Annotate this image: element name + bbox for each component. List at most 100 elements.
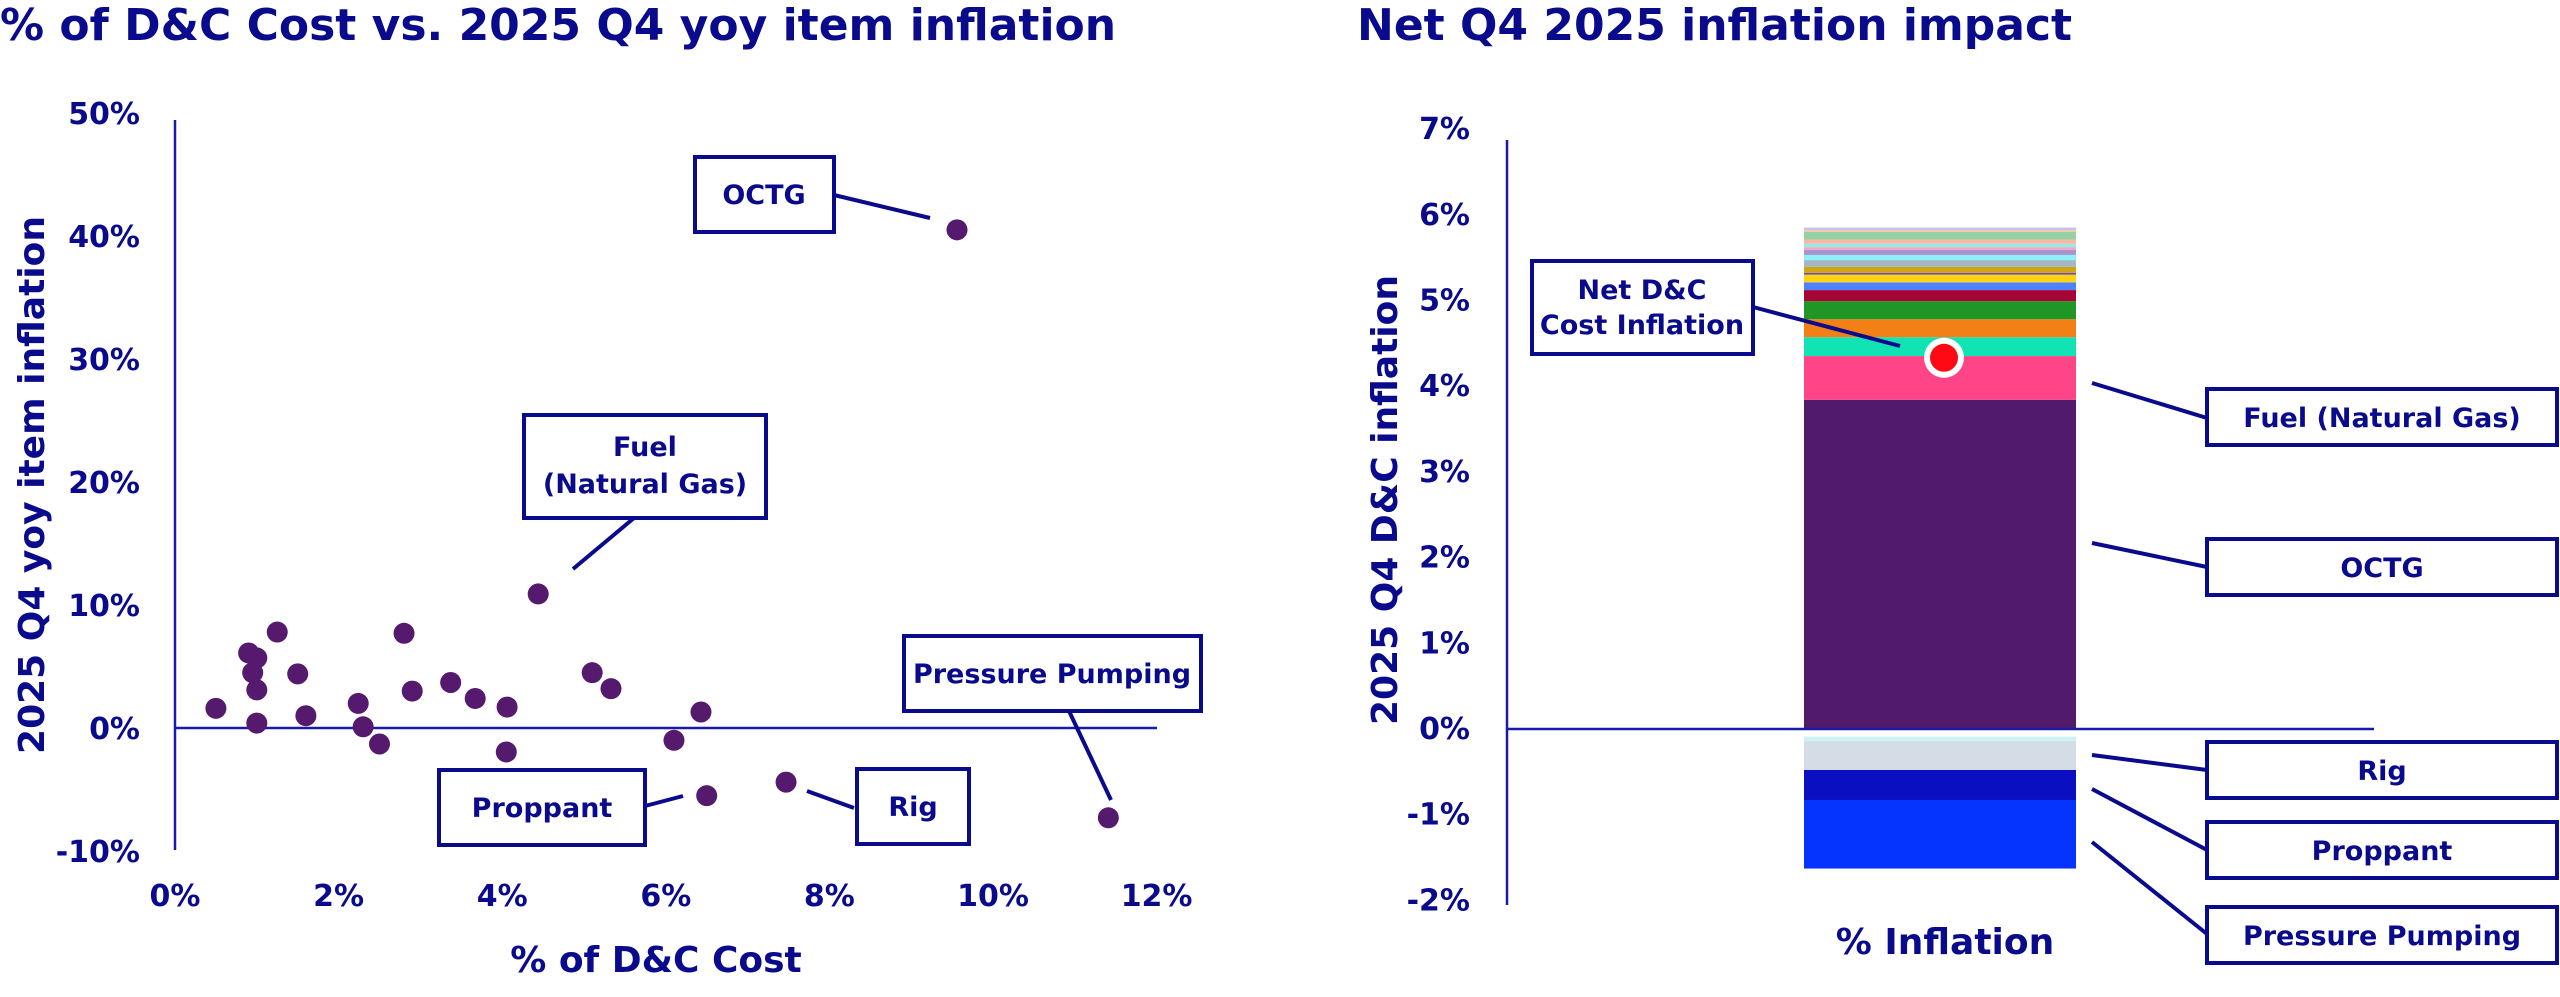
scatter-point: [1097, 807, 1119, 829]
scatter-y-label: 2025 Q4 yoy item inflation: [12, 216, 53, 754]
bar-segment: [1804, 769, 2076, 800]
pressure-pumping-leader-line: [1067, 710, 1113, 801]
bar-segment: [1804, 301, 2076, 320]
rig-bar-annotation: Rig: [2205, 740, 2559, 800]
bar-segments: [1804, 227, 2076, 869]
scatter-point: [696, 785, 718, 807]
bar-segment: [1804, 319, 2076, 338]
scatter-point: [369, 733, 390, 755]
bar-segment: [1804, 740, 2076, 770]
bar-y-tick: -2%: [1407, 883, 1470, 918]
net-annotation: Net D&C Cost Inflation: [1530, 259, 1755, 356]
octg-annotation-text: OCTG: [722, 180, 805, 211]
pressure-pumping-annotation-text: Pressure Pumping: [913, 659, 1191, 690]
fuel-bar-leader-line: [2091, 381, 2208, 420]
net-annotation-line1: Net D&C: [1578, 275, 1707, 306]
bar-segment: [1804, 249, 2076, 255]
scatter-x-tick: 0%: [150, 879, 201, 914]
scatter-point: [347, 692, 369, 714]
proppant-annotation: Proppant: [437, 768, 647, 847]
scatter-point: [663, 729, 685, 751]
bar-y-tick: -1%: [1407, 798, 1470, 833]
pressure-pumping-annotation: Pressure Pumping: [902, 634, 1203, 713]
scatter-y-tick: -10%: [56, 835, 140, 870]
bar-segment: [1804, 254, 2076, 261]
pressure-pumping-bar-annotation-text: Pressure Pumping: [2243, 921, 2521, 952]
rig-bar-leader-line: [2091, 753, 2208, 772]
fuel-bar-annotation: Fuel (Natural Gas): [2205, 387, 2559, 447]
fuel-annotation-line2: (Natural Gas): [543, 469, 747, 500]
scatter-point: [266, 621, 288, 643]
fuel-annotation: Fuel (Natural Gas): [522, 413, 768, 520]
scatter-y-tick: 30%: [68, 343, 140, 378]
scatter-point: [246, 679, 268, 701]
fuel-bar-annotation-text: Fuel (Natural Gas): [2243, 403, 2521, 434]
scatter-point: [246, 712, 268, 734]
scatter-point: [393, 622, 415, 644]
scatter-point: [401, 680, 423, 702]
rig-bar-annotation-text: Rig: [2357, 756, 2406, 787]
net-annotation-line2: Cost Inflation: [1540, 310, 1744, 341]
rig-annotation-text: Rig: [888, 792, 937, 823]
scatter-y-ticks: -10% 0% 10% 20% 30% 40% 50%: [56, 97, 140, 870]
bar-y-tick: 6%: [1419, 198, 1470, 233]
bar-y-tick: 1%: [1419, 626, 1470, 661]
bar-segment: [1804, 230, 2076, 232]
scatter-point: [495, 741, 517, 763]
bar-segment: [1804, 282, 2076, 291]
bar-y-tick: 5%: [1419, 284, 1470, 319]
proppant-bar-leader-line: [2091, 787, 2208, 852]
scatter-x-tick: 10%: [957, 879, 1029, 914]
proppant-bar-annotation-text: Proppant: [2312, 836, 2453, 867]
bar-segment: [1804, 290, 2076, 302]
octg-bar-annotation-text: OCTG: [2340, 553, 2423, 584]
scatter-point: [775, 771, 797, 793]
bar-segment: [1804, 399, 2076, 728]
scatter-y-tick: 50%: [68, 97, 140, 132]
scatter-point: [295, 705, 317, 727]
scatter-point: [242, 662, 264, 684]
octg-leader-line: [833, 193, 931, 220]
scatter-point: [600, 678, 622, 700]
bar-segment: [1804, 736, 2076, 741]
scatter-point: [690, 701, 712, 723]
bar-segment: [1804, 231, 2076, 240]
pressure-pumping-bar-leader-line: [2090, 840, 2209, 936]
bar-y-label: 2025 Q4 D&C inflation: [1365, 275, 1406, 725]
bar-segment: [1804, 260, 2076, 267]
scatter-y-tick: 0%: [89, 712, 140, 747]
scatter-y-tick: 10%: [68, 589, 140, 624]
net-marker: [1924, 337, 1964, 378]
bar-segment: [1804, 799, 2076, 869]
scatter-point: [287, 663, 309, 685]
proppant-annotation-text: Proppant: [472, 793, 613, 824]
fuel-leader-line: [571, 516, 636, 571]
scatter-point: [496, 696, 518, 718]
octg-annotation: OCTG: [693, 155, 836, 234]
proppant-bar-annotation: Proppant: [2205, 820, 2559, 880]
bar-segment: [1804, 274, 2076, 283]
stacked-bar-chart: Net Q4 2025 inflation impact -2% -1% 0% 1% 2…: [1357, 0, 2559, 965]
proppant-leader-line: [644, 794, 684, 808]
bar-y-tick: 7%: [1419, 112, 1470, 147]
bar-y-tick: 3%: [1419, 455, 1470, 490]
scatter-point: [352, 716, 374, 738]
rig-leader-line: [806, 789, 855, 810]
scatter-point: [440, 671, 462, 693]
net-marker-dot: [1930, 343, 1958, 372]
octg-bar-annotation: OCTG: [2205, 537, 2559, 597]
scatter-x-tick: 2%: [313, 879, 364, 914]
rig-annotation: Rig: [855, 767, 971, 846]
net-leader-line: [1752, 305, 1901, 348]
scatter-x-tick: 6%: [640, 879, 691, 914]
scatter-point: [527, 583, 549, 605]
bar-segment: [1804, 227, 2076, 231]
bar-y-tick: 4%: [1419, 369, 1470, 404]
bar-y-tick: 2%: [1419, 541, 1470, 576]
scatter-chart: % of D&C Cost vs. 2025 Q4 yoy item infla…: [0, 0, 1203, 981]
bar-segment: [1804, 239, 2076, 244]
pressure-pumping-bar-annotation: Pressure Pumping: [2205, 905, 2559, 965]
bar-y-ticks: -2% -1% 0% 1% 2% 3% 4% 5% 6% 7%: [1407, 112, 1470, 918]
scatter-points: [205, 219, 1119, 829]
